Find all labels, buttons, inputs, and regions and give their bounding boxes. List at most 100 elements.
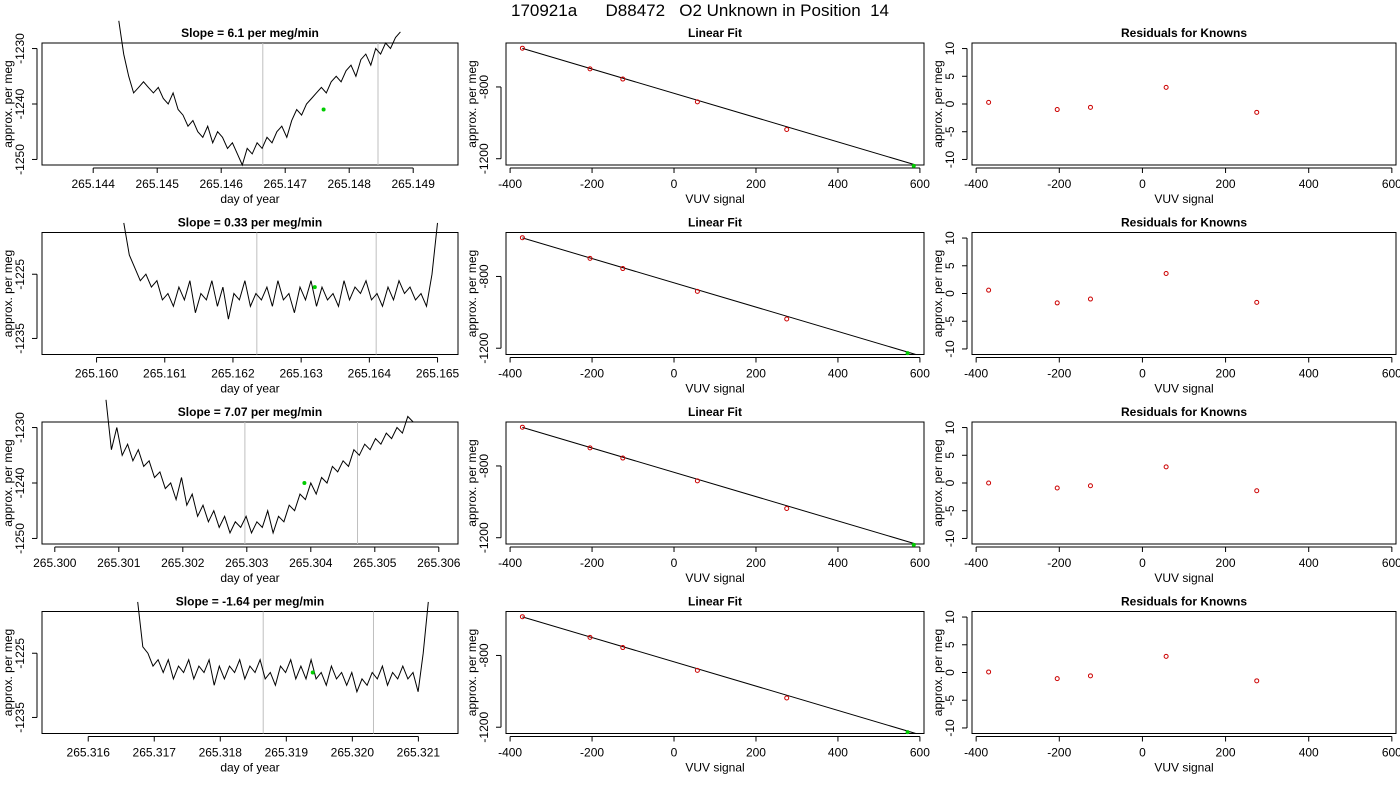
chart-3-time-y-tick-label: -1225 — [13, 638, 27, 669]
chart-0-time-x-axis-title: day of year — [220, 192, 279, 206]
chart-2-time-x-tick-label: 265.304 — [289, 556, 333, 570]
chart-1-time-x-tick-label: 265.162 — [211, 367, 255, 381]
chart-3-fit-y-axis-title: approx. per meg — [465, 629, 479, 716]
chart-0-residual-y-axis-title: approx. per meg — [931, 60, 945, 147]
chart-2-residual-x-tick-label: 200 — [1216, 556, 1236, 570]
chart-3-residual-y-tick-label: -5 — [943, 695, 957, 706]
chart-3-residual-x-tick-label: 200 — [1216, 746, 1236, 760]
chart-1-time-y-axis-title: approx. per meg — [1, 250, 15, 337]
chart-3-residual-residual-point — [1163, 653, 1169, 659]
chart-1-residual-x-tick-label: 600 — [1382, 367, 1400, 381]
chart-2-fit-known-point — [784, 505, 790, 511]
chart-1-fit-known-point — [620, 266, 626, 272]
chart-0-fit-x-tick-label: 600 — [910, 177, 930, 191]
chart-3-residual-y-tick-label: 0 — [943, 669, 957, 676]
chart-2-residual-residual-point — [1087, 483, 1093, 489]
chart-2-residual-y-tick-label: -5 — [943, 505, 957, 516]
chart-0-fit-y-axis-title: approx. per meg — [465, 60, 479, 147]
chart-2-fit-title: Linear Fit — [688, 405, 742, 419]
chart-0-fit-known-point — [784, 126, 790, 132]
chart-2-fit-known-point — [620, 455, 626, 461]
chart-2-fit-known-point — [587, 445, 593, 451]
page-title: 170921a D88472 O2 Unknown in Position 14 — [510, 1, 890, 20]
chart-1-residual-y-tick-label: 5 — [943, 262, 957, 269]
chart-0-fit-y-tick-label: -1200 — [477, 143, 491, 174]
chart-2-fit-known-point — [694, 478, 700, 484]
chart-2-residual-residual-point — [1054, 485, 1060, 491]
chart-2-fit-x-tick-label: 0 — [671, 556, 678, 570]
chart-1-fit-known-point — [694, 288, 700, 294]
chart-1-residual: Residuals for Knowns -400 -200 0 200 400 600 VU… — [931, 216, 1400, 396]
chart-3-fit-fit-line — [522, 616, 916, 734]
chart-3-time-y-axis-title: approx. per meg — [1, 629, 15, 716]
chart-2-residual-x-tick-label: -400 — [964, 556, 988, 570]
chart-2-fit-x-tick-label: -200 — [580, 556, 604, 570]
chart-0-fit-x-tick-label: -200 — [580, 177, 604, 191]
chart-0-residual: Residuals for Knowns -400 -200 0 200 400 600 VU… — [931, 26, 1400, 206]
chart-2-time-y-axis-title: approx. per meg — [1, 439, 15, 526]
chart-2-fit-y-tick-label: -1200 — [477, 522, 491, 553]
chart-0-fit-x-tick-label: -400 — [498, 177, 522, 191]
chart-3-fit-x-tick-label: -200 — [580, 746, 604, 760]
chart-1-residual-x-tick-label: 200 — [1216, 367, 1236, 381]
chart-3-time-x-tick-label: 265.320 — [331, 746, 375, 760]
chart-2-time-x-tick-label: 265.301 — [97, 556, 141, 570]
chart-3-residual-frame — [971, 611, 1397, 734]
chart-3-fit-title: Linear Fit — [688, 595, 742, 609]
chart-0-fit-title: Linear Fit — [688, 26, 742, 40]
chart-3-residual-x-axis-title: VUV signal — [1154, 761, 1213, 775]
chart-3-residual-residual-point — [1254, 678, 1260, 684]
chart-0-time-y-axis-title: approx. per meg — [1, 60, 15, 147]
chart-3-residual-x-tick-label: 600 — [1382, 746, 1400, 760]
chart-3-fit-x-axis-title: VUV signal — [685, 761, 744, 775]
chart-2-residual-x-axis-title: VUV signal — [1154, 571, 1213, 585]
chart-0-residual-title: Residuals for Knowns — [1121, 26, 1247, 40]
chart-0-time-frame — [41, 42, 459, 166]
chart-3-fit-known-point — [694, 667, 700, 673]
chart-3-fit-x-tick-label: -400 — [498, 746, 522, 760]
chart-2-fit-x-tick-label: -400 — [498, 556, 522, 570]
chart-0-time-x-tick-label: 265.149 — [392, 177, 436, 191]
chart-1-fit-known-point — [519, 235, 525, 241]
chart-0-fit-x-tick-label: 400 — [828, 177, 848, 191]
chart-0-residual-x-tick-label: 0 — [1139, 177, 1146, 191]
chart-2-residual-residual-point — [986, 480, 992, 486]
chart-1-fit-x-tick-label: 0 — [671, 367, 678, 381]
chart-2-time-x-tick-label: 265.303 — [225, 556, 269, 570]
chart-3-fit: Linear Fit -400 -200 0 200 400 600 VUV signal -8… — [465, 595, 930, 775]
chart-0-residual-y-tick-label: 0 — [943, 100, 957, 107]
chart-3-residual-x-tick-label: -400 — [964, 746, 988, 760]
chart-3-residual-y-tick-label: 10 — [943, 610, 957, 624]
chart-0-residual-residual-point — [986, 99, 992, 105]
chart-3-time-x-axis-title: day of year — [220, 761, 279, 775]
chart-2-time-unknown-marker — [302, 481, 307, 485]
chart-2-time-x-tick-label: 265.302 — [161, 556, 205, 570]
chart-3-time-y-tick-label: -1235 — [13, 702, 27, 733]
chart-3-time-x-tick-label: 265.317 — [133, 746, 177, 760]
chart-1-residual-x-tick-label: 400 — [1299, 367, 1319, 381]
chart-1-residual-x-axis-title: VUV signal — [1154, 382, 1213, 396]
chart-1-residual-y-tick-label: 10 — [943, 231, 957, 245]
chart-0-time-y-tick-label: -1240 — [13, 88, 27, 119]
chart-3-time-frame — [41, 611, 459, 734]
chart-0-residual-x-tick-label: 200 — [1216, 177, 1236, 191]
chart-1-fit-y-tick-label: -800 — [477, 264, 491, 288]
chart-1-time: Slope = 0.33 per meg/min 265.160 265.161 26… — [1, 216, 460, 396]
chart-3-time-x-tick-label: 265.318 — [199, 746, 243, 760]
chart-1-fit: Linear Fit -400 -200 0 200 400 600 VUV signal -8… — [465, 216, 930, 396]
chart-0-fit-fit-line — [522, 47, 916, 166]
chart-3-residual-y-tick-label: 5 — [943, 641, 957, 648]
chart-2-fit-y-tick-label: -800 — [477, 454, 491, 478]
chart-1-residual-title: Residuals for Knowns — [1121, 216, 1247, 230]
chart-2-time-x-tick-label: 265.306 — [417, 556, 461, 570]
chart-1-time-x-tick-label: 265.165 — [416, 367, 460, 381]
chart-3-fit-x-tick-label: 0 — [671, 746, 678, 760]
chart-3-fit-y-tick-label: -800 — [477, 643, 491, 667]
chart-0-residual-x-tick-label: 400 — [1299, 177, 1319, 191]
chart-2-time: Slope = 7.07 per meg/min 265.300 265.301 26… — [1, 399, 461, 585]
chart-0-residual-y-tick-label: -10 — [943, 150, 957, 168]
chart-2-fit: Linear Fit -400 -200 0 200 400 600 VUV signal -8… — [465, 405, 930, 585]
chart-0-fit-y-tick-label: -800 — [477, 75, 491, 99]
chart-1-residual-residual-point — [986, 287, 992, 293]
chart-3-residual-residual-point — [1054, 676, 1060, 682]
